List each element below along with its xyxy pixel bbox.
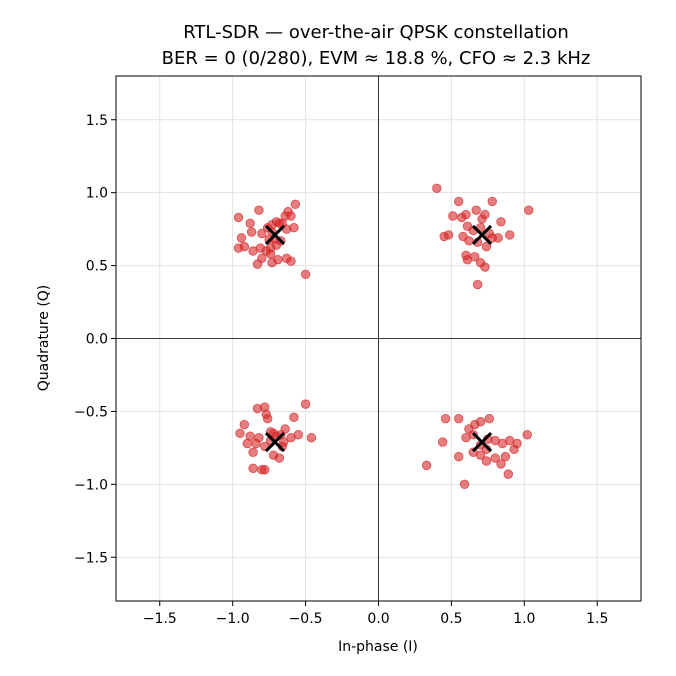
data-point <box>290 199 301 210</box>
data-point <box>471 205 481 215</box>
data-point <box>496 459 506 469</box>
x-tick-label: 1.5 <box>586 611 608 627</box>
data-point <box>265 243 276 253</box>
data-point <box>280 424 290 434</box>
data-point <box>480 262 490 272</box>
data-point <box>262 414 273 424</box>
data-point <box>432 183 442 193</box>
y-tick-label: −1.0 <box>74 477 108 493</box>
ideal-points <box>264 224 493 453</box>
data-point <box>254 205 264 215</box>
data-point <box>273 255 283 265</box>
data-point <box>487 196 497 207</box>
data-point <box>248 447 258 457</box>
data-point <box>440 414 451 424</box>
data-point <box>254 432 264 443</box>
zero-lines <box>116 76 641 601</box>
data-point <box>246 227 257 237</box>
data-point <box>500 451 511 462</box>
data-point <box>236 233 247 243</box>
data-point <box>490 453 500 463</box>
x-tick-label: 1.0 <box>513 611 535 627</box>
data-point <box>475 450 486 460</box>
data-point <box>484 414 495 424</box>
data-point <box>286 211 296 221</box>
data-point <box>233 243 244 253</box>
data-point <box>306 432 317 443</box>
ideal-marker-stroke <box>471 224 493 246</box>
data-point <box>274 453 285 463</box>
data-point <box>239 419 250 430</box>
data-point <box>503 469 513 479</box>
data-point <box>233 212 244 223</box>
data-point <box>524 205 534 215</box>
data-point <box>248 463 258 473</box>
data-point <box>242 438 252 449</box>
data-point <box>454 414 464 424</box>
data-point <box>472 279 483 290</box>
data-point <box>480 209 490 220</box>
data-point <box>286 256 296 266</box>
y-axis-ticks: −1.5 −1.0 −0.5 0.0 0.5 1.0 1.5 <box>74 113 116 566</box>
y-tick-label: 1.0 <box>86 186 108 202</box>
y-tick-label: −1.5 <box>74 550 108 566</box>
data-point <box>293 430 303 440</box>
ideal-point-marker <box>264 431 286 453</box>
data-point <box>505 230 515 240</box>
x-axis-label: In-phase (I) <box>338 639 418 655</box>
data-point <box>257 228 267 239</box>
ideal-point-marker <box>264 224 286 246</box>
data-point <box>421 460 432 471</box>
data-point <box>481 456 492 466</box>
data-point <box>470 252 480 262</box>
y-tick-label: 0.0 <box>86 332 108 348</box>
data-point <box>260 465 270 475</box>
data-point <box>481 241 492 252</box>
ideal-marker-stroke <box>471 431 493 453</box>
data-point <box>461 209 471 220</box>
data-point <box>512 438 522 449</box>
data-point <box>252 259 263 269</box>
y-tick-label: −0.5 <box>74 404 108 420</box>
data-point <box>448 211 458 221</box>
y-tick-label: 1.5 <box>86 113 108 129</box>
data-point <box>493 233 503 243</box>
ideal-marker-stroke <box>264 224 286 246</box>
ideal-marker-stroke <box>264 431 286 453</box>
x-tick-label: −1.0 <box>216 611 250 627</box>
y-tick-label: 0.5 <box>86 259 108 275</box>
chart-subtitle: BER = 0 (0/280), EVM ≈ 18.8 %, CFO ≈ 2.3… <box>162 48 591 69</box>
data-point <box>437 437 448 447</box>
x-tick-label: 0.0 <box>367 611 389 627</box>
data-point <box>300 399 311 409</box>
x-tick-label: −0.5 <box>289 611 323 627</box>
chart-title: RTL-SDR — over-the-air QPSK constellatio… <box>183 22 569 43</box>
data-point <box>454 451 464 462</box>
x-axis-ticks: −1.5 −1.0 −0.5 0.0 0.5 1.0 1.5 <box>143 601 608 627</box>
data-point <box>235 428 245 438</box>
data-point <box>443 230 454 240</box>
data-point <box>522 430 532 440</box>
data-point <box>461 432 471 443</box>
data-point <box>245 218 255 228</box>
data-point <box>289 412 299 422</box>
sample-points <box>233 183 534 490</box>
x-tick-label: 0.5 <box>440 611 462 627</box>
data-point <box>459 479 470 490</box>
data-point <box>458 231 468 242</box>
ideal-point-marker <box>471 431 493 453</box>
data-point <box>475 416 486 427</box>
x-tick-label: −1.5 <box>143 611 177 627</box>
y-axis-label: Quadrature (Q) <box>36 285 52 392</box>
ideal-point-marker <box>471 224 493 246</box>
data-point <box>496 217 506 227</box>
data-point <box>454 196 464 207</box>
data-point <box>300 269 311 280</box>
